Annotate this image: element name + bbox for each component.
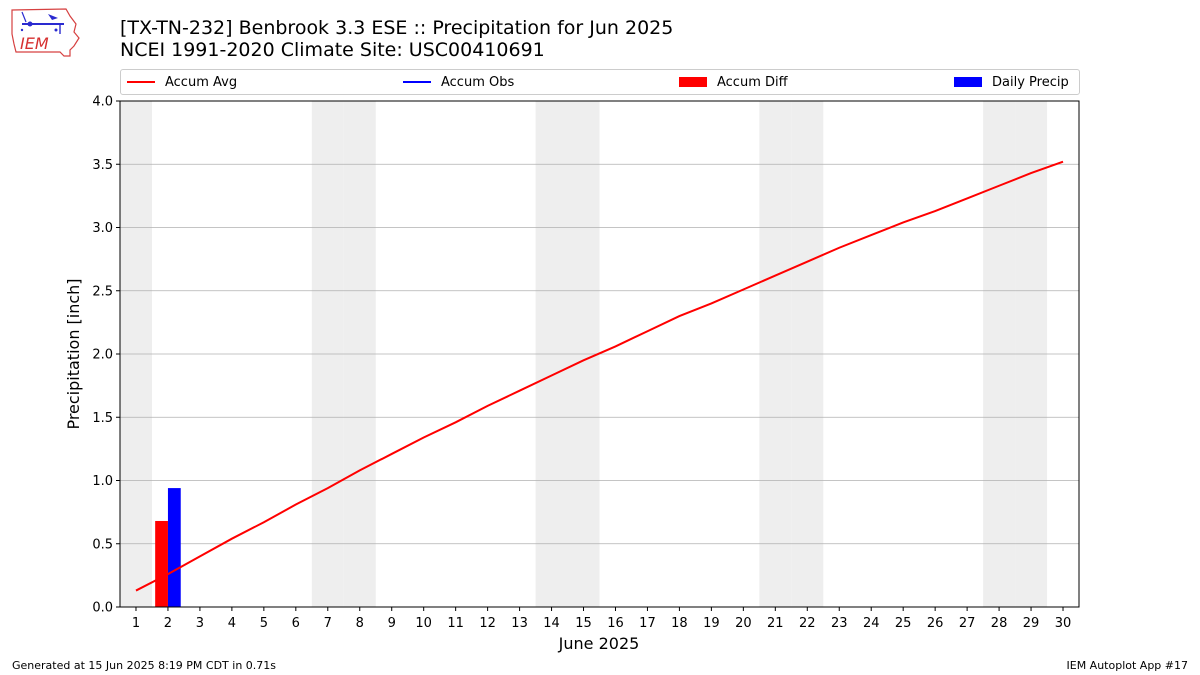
y-tick-label: 2.0 [92, 348, 113, 363]
y-tick-label: 3.0 [92, 221, 113, 236]
x-axis-label: June 2025 [558, 634, 640, 653]
iowa-state-outline-icon: IEM [11, 8, 80, 57]
x-tick-label: 11 [447, 616, 464, 631]
chart-title: [TX-TN-232] Benbrook 3.3 ESE :: Precipit… [120, 17, 673, 61]
bars [155, 488, 181, 607]
x-tick-label: 14 [543, 616, 560, 631]
x-tick-label: 16 [607, 616, 624, 631]
x-tick-label: 29 [1023, 616, 1040, 631]
x-tick-label: 5 [260, 616, 268, 631]
legend-item-accum-obs: Accum Obs [403, 73, 514, 91]
accum-avg-line [135, 160, 1064, 592]
y-axis-label: Precipitation [inch] [64, 278, 83, 429]
accum-diff-bar [155, 520, 168, 607]
x-tick-label: 21 [767, 616, 784, 631]
legend-swatch-accum-diff [679, 77, 707, 87]
x-tick-label: 22 [799, 616, 816, 631]
x-tick-label: 1 [132, 616, 140, 631]
y-tick-label: 2.5 [92, 284, 113, 299]
weather-station-icon [20, 11, 64, 34]
x-tick-label: 18 [671, 616, 688, 631]
lines [135, 160, 1064, 592]
x-tick-label: 8 [356, 616, 364, 631]
y-tick-label: 1.5 [92, 411, 113, 426]
legend-item-accum-diff: Accum Diff [679, 73, 788, 91]
daily-precip-bar [167, 488, 181, 607]
legend-swatch-daily-precip [954, 77, 982, 87]
x-tick-label: 17 [639, 616, 656, 631]
legend-swatch-accum-avg [127, 81, 155, 83]
x-tick-label: 28 [991, 616, 1008, 631]
x-tick-label: 3 [196, 616, 204, 631]
x-tick-label: 9 [388, 616, 396, 631]
x-tick-label: 12 [479, 616, 496, 631]
y-tick-label: 4.0 [92, 95, 113, 110]
x-tick-label: 26 [927, 616, 944, 631]
x-tick-label: 19 [703, 616, 720, 631]
iem-logo: IEM [8, 6, 80, 62]
legend-label-accum-obs: Accum Obs [441, 74, 515, 90]
x-tick-label: 23 [831, 616, 848, 631]
legend-label-daily-precip: Daily Precip [992, 74, 1069, 90]
legend-label-accum-avg: Accum Avg [165, 74, 238, 90]
footer-generated: Generated at 15 Jun 2025 8:19 PM CDT in … [12, 659, 277, 672]
x-tick-label: 15 [575, 616, 592, 631]
y-axis-ticks: 0.0 0.5 1.0 1.5 2.0 2.5 3.0 3.5 4.0 [92, 95, 120, 616]
legend-label-accum-diff: Accum Diff [717, 74, 788, 90]
legend-item-daily-precip: Daily Precip [954, 73, 1069, 91]
y-tick-label: 3.5 [92, 158, 113, 173]
legend-swatch-accum-obs [403, 81, 431, 83]
x-tick-label: 7 [324, 616, 332, 631]
footer-app: IEM Autoplot App #17 [1066, 659, 1189, 672]
x-tick-label: 30 [1055, 616, 1072, 631]
chart-legend: Accum Avg Accum Obs Accum Diff Daily Pre… [120, 69, 1080, 95]
x-tick-label: 20 [735, 616, 752, 631]
logo-text: IEM [20, 34, 49, 53]
y-tick-label: 0.0 [92, 601, 113, 616]
x-axis-ticks: 1 2 3 4 5 6 7 8 9 10 11 12 13 14 15 16 17 18 19 20 21 22 23 24 2… [132, 607, 1071, 631]
y-tick-label: 1.0 [92, 474, 113, 489]
x-tick-label: 24 [863, 616, 880, 631]
x-tick-label: 6 [292, 616, 300, 631]
x-tick-label: 27 [959, 616, 976, 631]
legend-item-accum-avg: Accum Avg [127, 73, 237, 91]
x-tick-label: 10 [415, 616, 432, 631]
y-tick-label: 0.5 [92, 537, 113, 552]
x-tick-label: 25 [895, 616, 912, 631]
chart-title-line1: [TX-TN-232] Benbrook 3.3 ESE :: Precipit… [120, 17, 674, 39]
x-tick-label: 13 [511, 616, 528, 631]
chart-title-line2: NCEI 1991-2020 Climate Site: USC00410691 [120, 39, 545, 61]
x-tick-label: 4 [228, 616, 236, 631]
x-tick-label: 2 [164, 616, 172, 631]
